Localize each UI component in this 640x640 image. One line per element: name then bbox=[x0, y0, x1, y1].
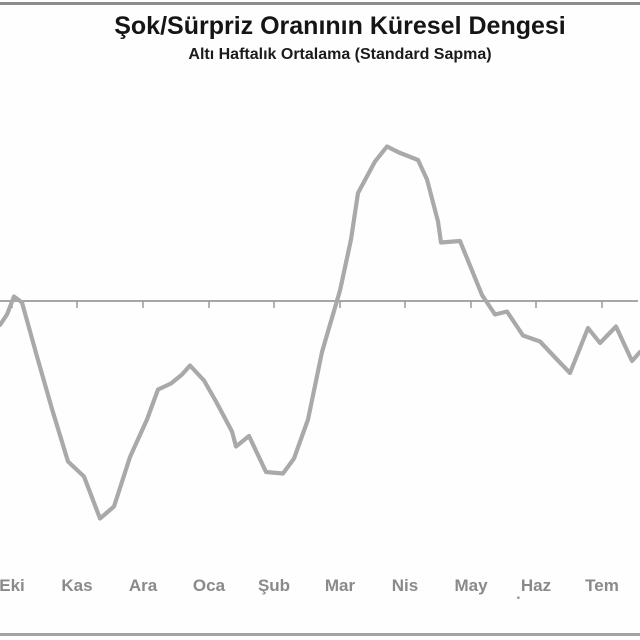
x-tick-label-şub: Şub bbox=[257, 576, 291, 595]
chart-title: Şok/Sürpriz Oranının Küresel Dengesi bbox=[114, 12, 566, 40]
bottom-frame-line bbox=[0, 633, 640, 636]
x-tick-label-mar: Mar bbox=[324, 576, 356, 595]
x-tick-label-kas: Kas bbox=[61, 576, 93, 595]
x-axis-ticks bbox=[11, 301, 603, 308]
stray-dot: . bbox=[516, 584, 521, 603]
data-series-line bbox=[0, 144, 640, 521]
x-tick-label-eki: Eki bbox=[0, 576, 25, 595]
x-tick-label-oca: Oca bbox=[192, 576, 226, 595]
x-tick-label-nis: Nis bbox=[391, 576, 419, 595]
x-tick-label-ara: Ara bbox=[128, 576, 158, 595]
x-tick-label-may: May bbox=[454, 576, 488, 595]
x-tick-label-tem: Tem bbox=[585, 576, 619, 595]
x-tick-label-haz: Haz bbox=[520, 576, 552, 595]
chart-subtitle: Altı Haftalık Ortalama (Standard Sapma) bbox=[188, 46, 492, 63]
top-frame-line bbox=[0, 2, 640, 5]
